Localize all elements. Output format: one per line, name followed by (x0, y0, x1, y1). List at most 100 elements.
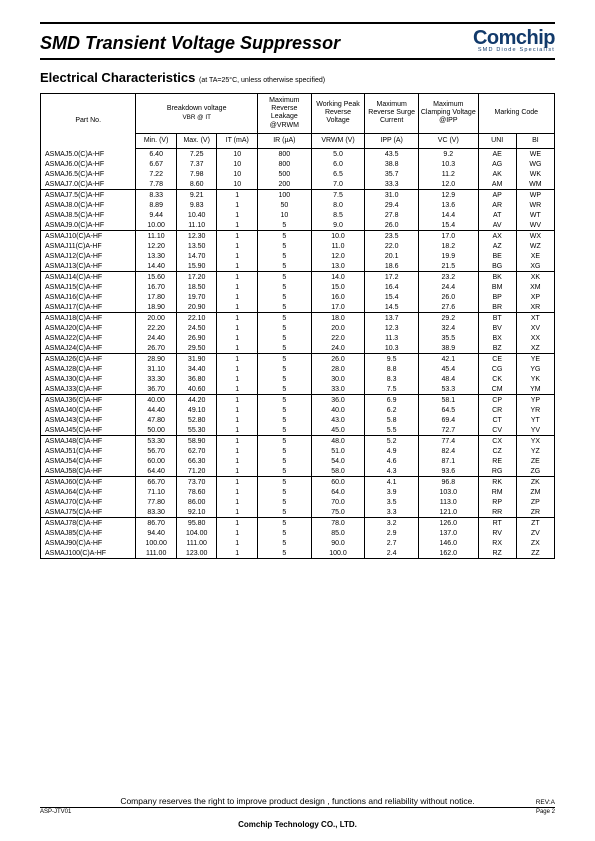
table-cell: RM (478, 487, 516, 497)
table-cell: ZX (516, 538, 554, 548)
logo: Comchip SMD Diode Specialist (473, 28, 555, 54)
table-cell: 5 (258, 405, 312, 415)
table-cell: 9.5 (365, 354, 419, 365)
table-row: ASMAJ8.0(C)A-HF8.899.831508.029.413.6ARW… (41, 200, 555, 210)
table-cell: 5 (258, 251, 312, 261)
table-cell: 7.0 (311, 179, 365, 190)
table-cell: 13.30 (136, 251, 177, 261)
table-row: ASMAJ75(C)A-HF83.3092.101575.03.3121.0RR… (41, 507, 555, 518)
table-row: ASMAJ24(C)A-HF26.7029.501524.010.338.9BZ… (41, 343, 555, 354)
table-cell: 5 (258, 374, 312, 384)
footer-asp: ASP-JTV01 (40, 809, 71, 815)
table-cell: 13.0 (311, 261, 365, 272)
table-cell: 96.8 (418, 477, 478, 488)
table-cell: 11.10 (136, 231, 177, 242)
table-cell: CZ (478, 446, 516, 456)
table-cell: 1 (217, 436, 258, 447)
table-cell: 1 (217, 507, 258, 518)
table-cell: 23.5 (365, 231, 419, 242)
table-cell: 3.9 (365, 487, 419, 497)
table-cell: 77.4 (418, 436, 478, 447)
table-cell: 10.0 (311, 231, 365, 242)
table-cell: 1 (217, 528, 258, 538)
table-cell: ASMAJ26(C)A-HF (41, 354, 136, 365)
table-cell: 5 (258, 313, 312, 324)
table-cell: 100.0 (311, 548, 365, 559)
table-row: ASMAJ28(C)A-HF31.1034.401528.08.845.4CGY… (41, 364, 555, 374)
table-cell: 1 (217, 241, 258, 251)
table-cell: 58.1 (418, 395, 478, 406)
table-cell: AE (478, 149, 516, 160)
table-cell: 1 (217, 364, 258, 374)
table-cell: BM (478, 282, 516, 292)
table-cell: ASMAJ8.5(C)A-HF (41, 210, 136, 220)
table-cell: 7.5 (365, 384, 419, 395)
table-cell: AK (478, 169, 516, 179)
top-rule (40, 22, 555, 24)
table-cell: 71.10 (136, 487, 177, 497)
table-cell: 137.0 (418, 528, 478, 538)
table-cell: 5 (258, 364, 312, 374)
table-cell: 95.80 (176, 518, 217, 529)
table-cell: 24.50 (176, 323, 217, 333)
table-cell: 10.40 (176, 210, 217, 220)
table-cell: 5 (258, 538, 312, 548)
th-vwp: Working Peak Reverse Voltage (311, 93, 365, 134)
table-cell: 64.5 (418, 405, 478, 415)
table-cell: ASMAJ40(C)A-HF (41, 405, 136, 415)
table-cell: ZZ (516, 548, 554, 559)
table-cell: 31.90 (176, 354, 217, 365)
table-cell: AV (478, 220, 516, 231)
table-cell: 1 (217, 425, 258, 436)
table-cell: AG (478, 159, 516, 169)
table-cell: WE (516, 149, 554, 160)
table-cell: 44.20 (176, 395, 217, 406)
table-cell: 16.0 (311, 292, 365, 302)
table-cell: 5 (258, 302, 312, 313)
table-cell: YR (516, 405, 554, 415)
table-row: ASMAJ17(C)A-HF18.9020.901517.014.527.6BR… (41, 302, 555, 313)
th-bv-line1: Breakdown voltage (137, 105, 256, 113)
table-cell: 69.4 (418, 415, 478, 425)
table-cell: 15.90 (176, 261, 217, 272)
table-cell: 47.80 (136, 415, 177, 425)
table-cell: 13.7 (365, 313, 419, 324)
table-cell: 14.0 (311, 272, 365, 283)
table-cell: 6.2 (365, 405, 419, 415)
table-cell: 24.40 (136, 333, 177, 343)
table-cell: XT (516, 313, 554, 324)
table-cell: 22.10 (176, 313, 217, 324)
table-cell: 36.0 (311, 395, 365, 406)
table-cell: 200 (258, 179, 312, 190)
table-cell: 8.3 (365, 374, 419, 384)
table-cell: 10 (217, 169, 258, 179)
table-cell: XZ (516, 343, 554, 354)
table-cell: YK (516, 374, 554, 384)
table-row: ASMAJ58(C)A-HF64.4071.201558.04.393.6RGZ… (41, 466, 555, 477)
table-cell: 5 (258, 456, 312, 466)
table-row: ASMAJ26(C)A-HF28.9031.901526.09.542.1CEY… (41, 354, 555, 365)
section-title: Electrical Characteristics (at TA=25°C, … (40, 70, 555, 85)
footer-company: Comchip Technology CO., LTD. (40, 820, 555, 829)
table-cell: XV (516, 323, 554, 333)
table-cell: XM (516, 282, 554, 292)
table-cell: 15.4 (418, 220, 478, 231)
table-cell: 21.5 (418, 261, 478, 272)
table-cell: BP (478, 292, 516, 302)
table-cell: 11.0 (311, 241, 365, 251)
table-cell: RV (478, 528, 516, 538)
page-title: SMD Transient Voltage Suppressor (40, 33, 340, 54)
table-cell: 5 (258, 282, 312, 292)
table-cell: 103.0 (418, 487, 478, 497)
table-cell: 4.6 (365, 456, 419, 466)
footer-page: Page 2 (536, 809, 555, 815)
table-cell: 7.25 (176, 149, 217, 160)
table-cell: 24.4 (418, 282, 478, 292)
table-cell: ASMAJ15(C)A-HF (41, 282, 136, 292)
table-cell: CR (478, 405, 516, 415)
table-cell: ASMAJ13(C)A-HF (41, 261, 136, 272)
table-cell: 26.0 (418, 292, 478, 302)
table-cell: 82.4 (418, 446, 478, 456)
table-cell: 5 (258, 528, 312, 538)
table-cell: ASMAJ11(C)A-HF (41, 241, 136, 251)
